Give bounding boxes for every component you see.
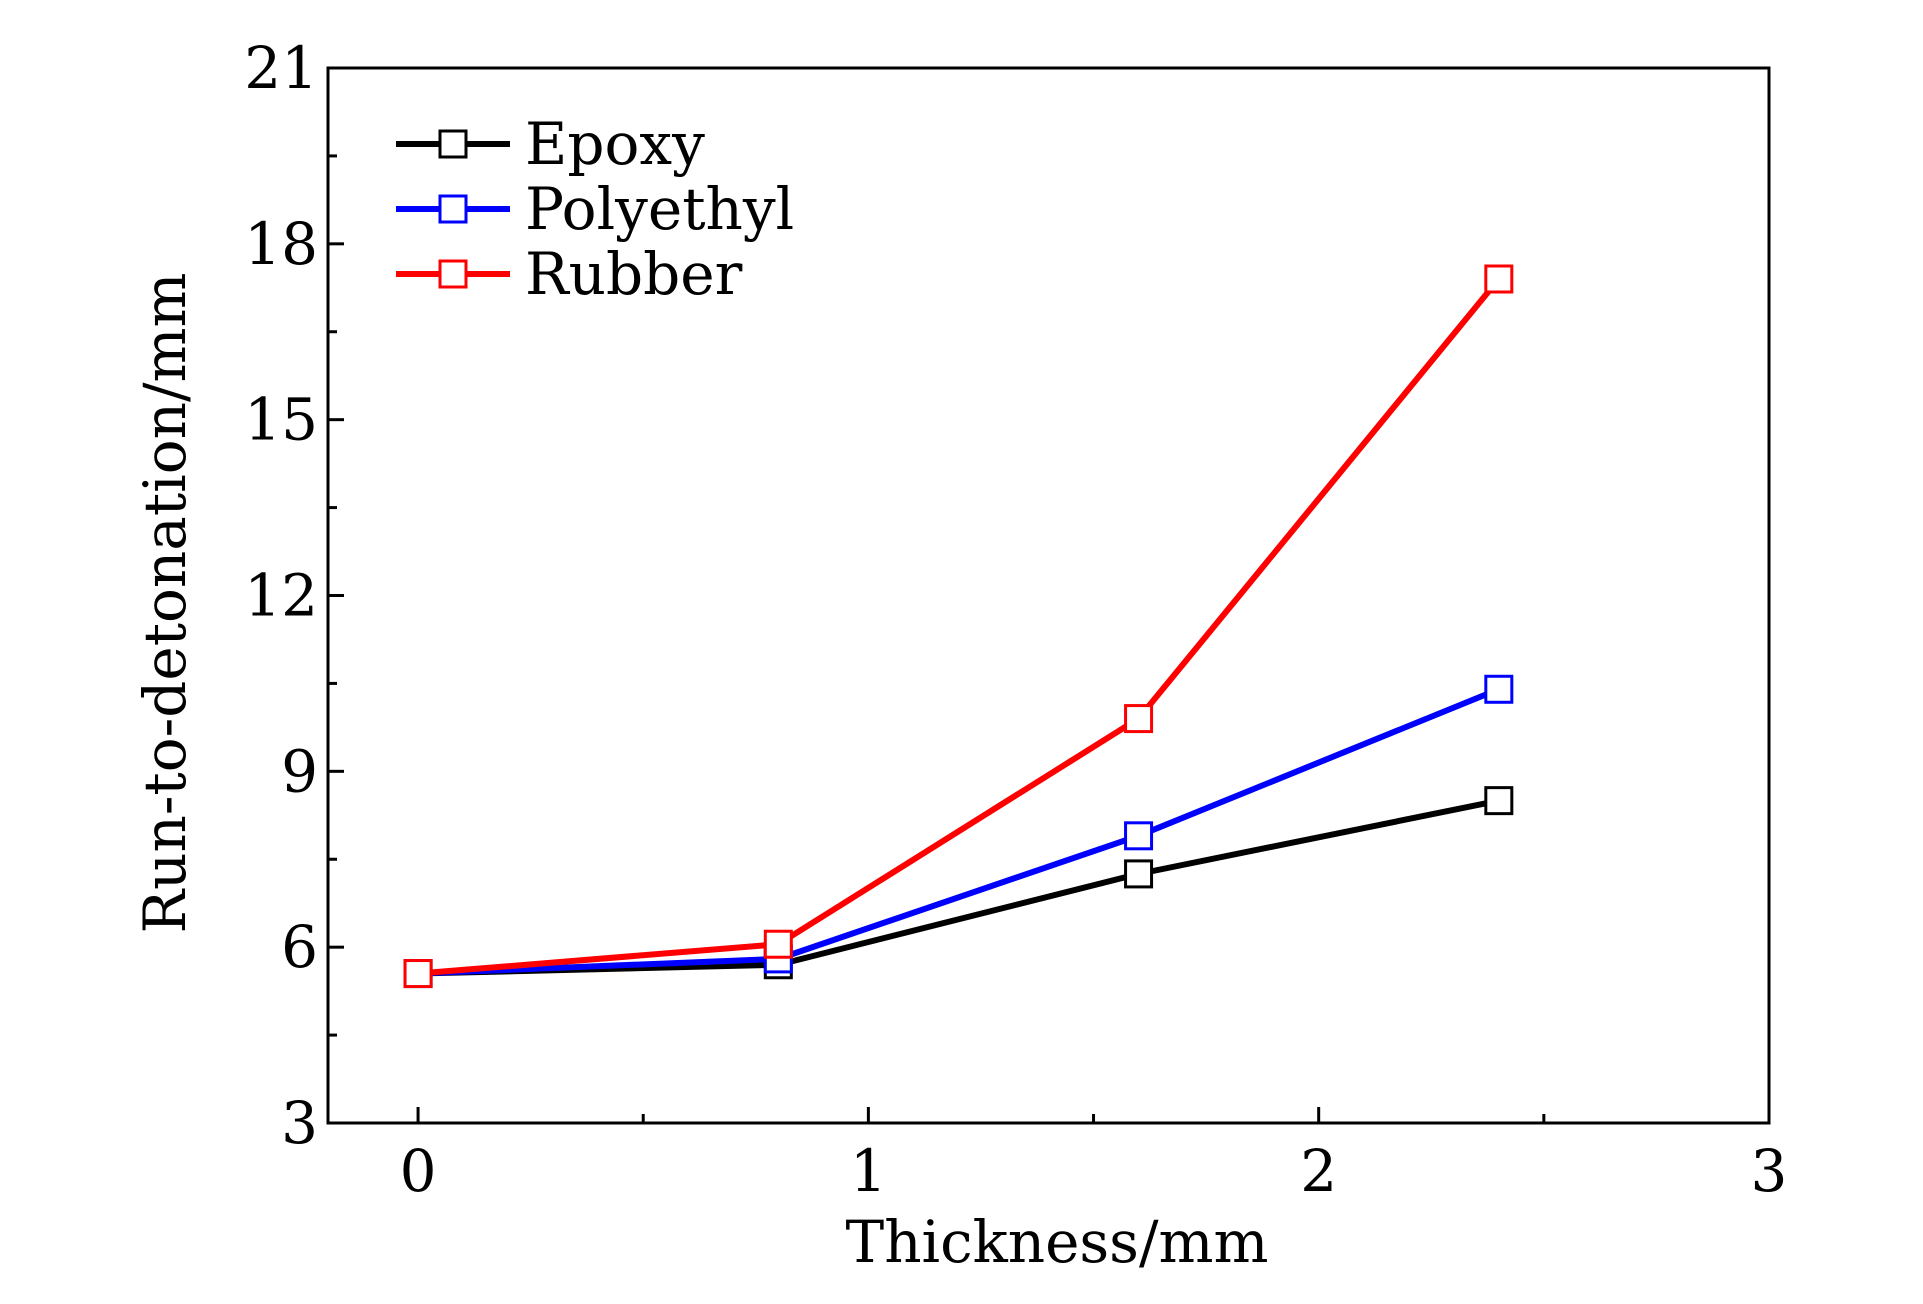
legend-marker-polyethyl [438,194,468,224]
legend-marker-rubber [438,259,468,289]
data-point-polyethyl [1124,821,1154,851]
x-tick-label: 0 [400,1137,437,1205]
x-axis-label: Thickness/mm [846,1208,1269,1276]
x-tick-label: 3 [1751,1137,1788,1205]
series-line-rubber [417,277,1502,977]
y-axis-label: Run-to-detonation/mm [131,272,199,933]
legend-label-epoxy: Epoxy [525,110,705,178]
y-tick-label: 18 [244,210,318,278]
y-tick-label: 15 [244,386,318,454]
data-point-rubber [1484,264,1514,294]
data-point-rubber [1124,704,1154,734]
y-tick-label: 6 [281,913,318,981]
x-tick-label: 2 [1300,1137,1337,1205]
y-tick-label: 21 [244,34,318,102]
data-point-epoxy [1484,786,1514,816]
data-point-rubber [403,959,433,989]
data-point-rubber [763,929,793,959]
data-point-epoxy [1124,859,1154,889]
y-tick-label: 3 [281,1089,318,1157]
series-line-polyethyl [417,686,1500,977]
series-line-epoxy [417,797,1500,977]
y-tick-label: 9 [281,737,318,805]
legend-label-rubber: Rubber [525,240,743,308]
y-tick-label: 12 [244,562,318,630]
x-tick-label: 1 [850,1137,887,1205]
legend-label-polyethyl: Polyethyl [525,175,794,243]
series-group [403,264,1514,989]
data-point-polyethyl [1484,674,1514,704]
legend-marker-epoxy [438,129,468,159]
